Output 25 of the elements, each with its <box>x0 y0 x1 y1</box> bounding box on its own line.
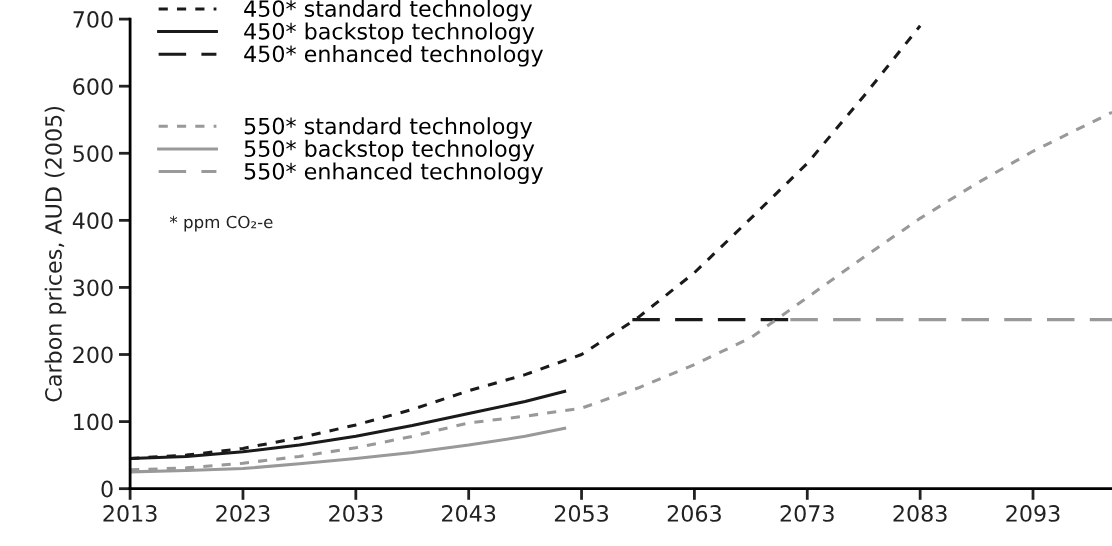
x-tick-label: 2083 <box>893 505 947 522</box>
x-tick-label: 2093 <box>1006 505 1060 522</box>
x-tick-label: 2023 <box>216 505 270 522</box>
x-tick-label: 2013 <box>103 505 157 522</box>
x-tick-label: 2063 <box>667 505 721 522</box>
y-tick-label: 300 <box>73 279 113 297</box>
x-tick-label: 2043 <box>442 505 496 522</box>
x-tick-label: 2033 <box>329 505 383 522</box>
y-tick-label: 600 <box>73 78 113 95</box>
annotation: * ppm CO₂-e <box>169 215 273 232</box>
legend-label: 550* backstop technology <box>244 139 535 162</box>
legend-label: 450* enhanced technology <box>244 45 543 67</box>
legend-label: 450* backstop technology <box>244 22 535 44</box>
y-tick-label: 100 <box>74 413 113 431</box>
legend-label: 550* standard technology <box>244 117 533 139</box>
x-tick-label: 2073 <box>780 505 834 522</box>
y-tick-label: 700 <box>73 11 113 28</box>
y-tick-label: 400 <box>72 212 113 230</box>
y-tick-label: 500 <box>73 145 113 163</box>
y-tick-label: 0 <box>101 480 113 498</box>
y-tick-label: 200 <box>73 346 113 364</box>
legend-label: 550* enhanced technology <box>244 162 543 184</box>
x-tick-label: 2053 <box>554 505 609 522</box>
y-axis-title: Carbon prices, AUD (2005) <box>44 106 67 402</box>
legend-label: 450* standard technology <box>244 0 533 22</box>
